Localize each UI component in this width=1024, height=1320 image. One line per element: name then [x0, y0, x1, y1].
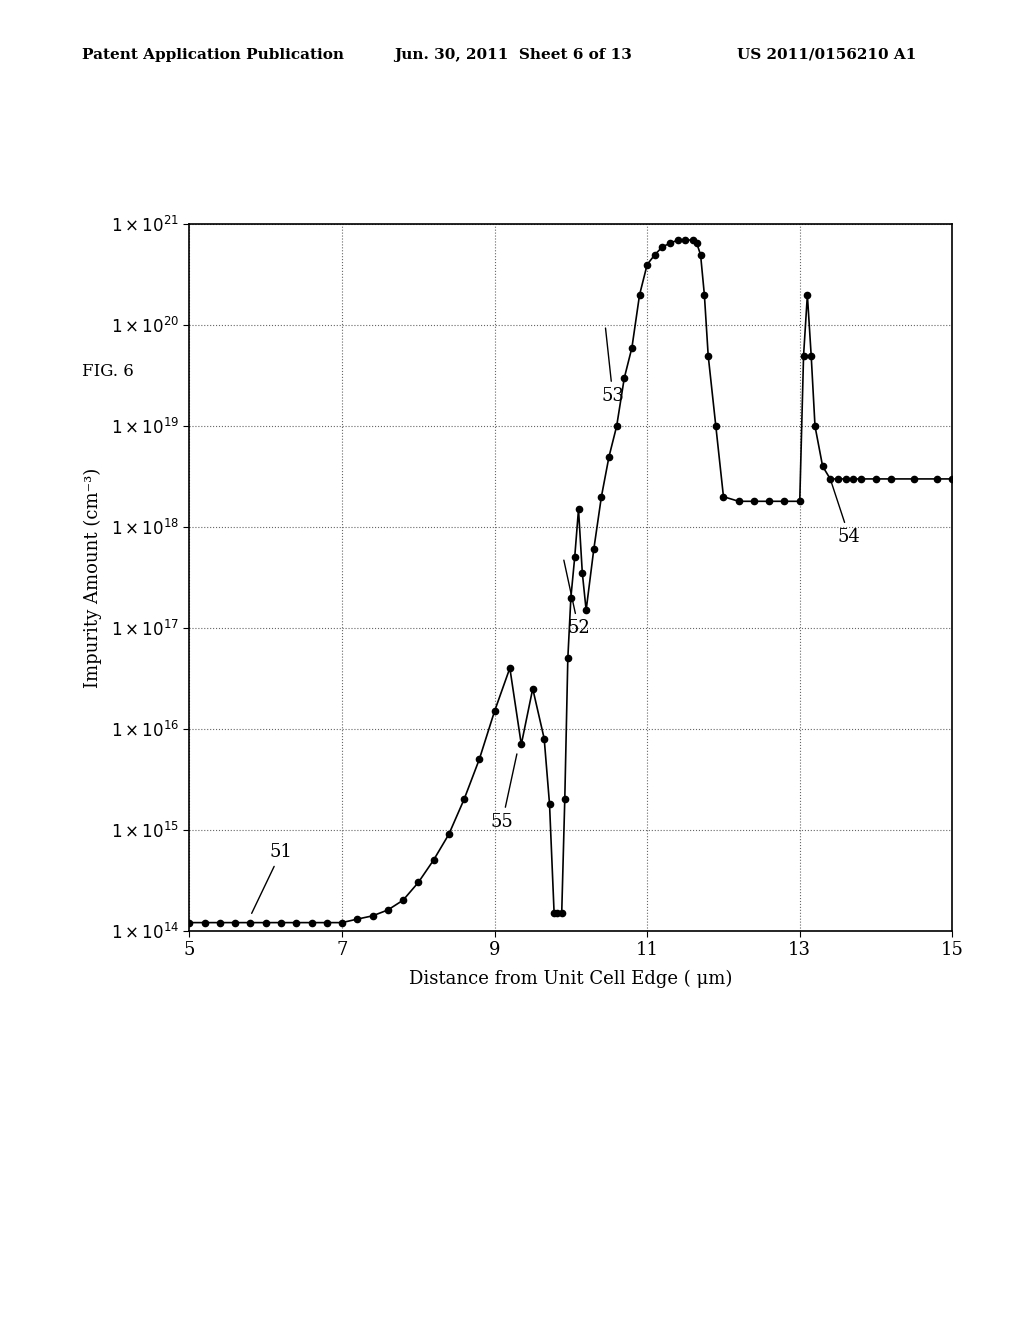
- Text: 55: 55: [490, 754, 517, 830]
- Text: FIG. 6: FIG. 6: [82, 363, 134, 380]
- Text: Patent Application Publication: Patent Application Publication: [82, 48, 344, 62]
- Text: Jun. 30, 2011  Sheet 6 of 13: Jun. 30, 2011 Sheet 6 of 13: [394, 48, 632, 62]
- Text: 54: 54: [831, 482, 861, 546]
- Text: 51: 51: [252, 843, 293, 913]
- Y-axis label: Impurity Amount (cm⁻³): Impurity Amount (cm⁻³): [84, 467, 102, 688]
- Text: 53: 53: [601, 329, 625, 405]
- Text: US 2011/0156210 A1: US 2011/0156210 A1: [737, 48, 916, 62]
- Text: 52: 52: [564, 560, 590, 638]
- X-axis label: Distance from Unit Cell Edge ( μm): Distance from Unit Cell Edge ( μm): [410, 970, 732, 989]
